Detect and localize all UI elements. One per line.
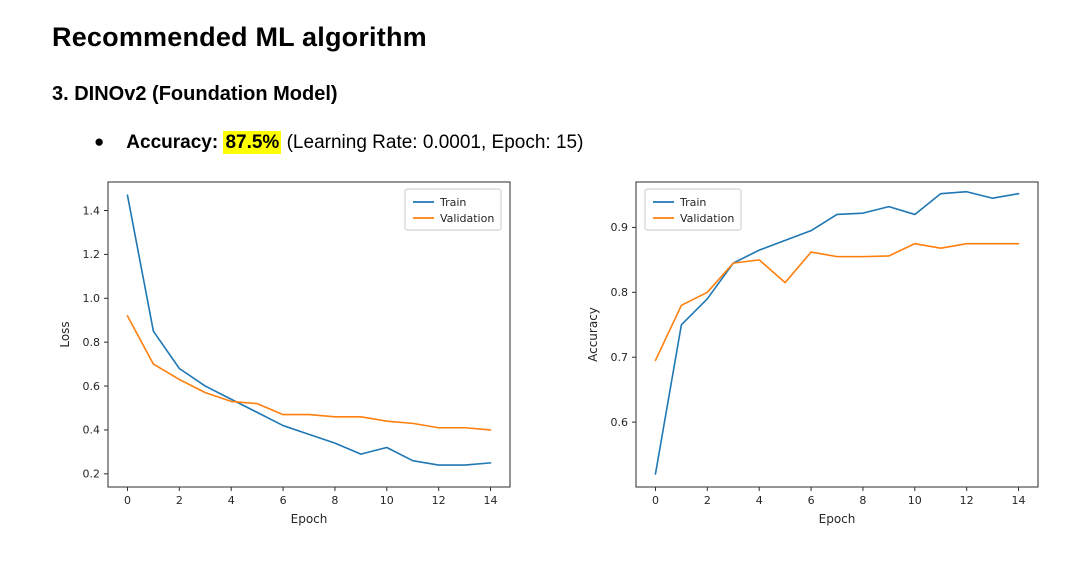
y-tick-label: 0.6 — [83, 380, 101, 393]
x-tick-label: 14 — [1012, 494, 1026, 507]
page-title: Recommended ML algorithm — [52, 22, 427, 52]
accuracy-detail: (Learning Rate: 0.0001, Epoch: 15) — [286, 132, 584, 153]
legend: Train Validation — [644, 188, 742, 231]
x-tick-label: 10 — [908, 494, 922, 507]
accuracy-value-highlight: 87.5% — [223, 131, 282, 154]
legend-label: Validation — [440, 212, 494, 225]
series-line-train — [126, 194, 492, 466]
charts-container: 0 2 4 6 8 10 12 14 0.2 0.4 0.6 0.8 1.0 1.2 1.4 Epoch Los… — [54, 170, 1080, 535]
accuracy-text: Accuracy: 87.5% (Learning Rate: 0.0001, … — [126, 131, 584, 154]
axes: 0 2 4 6 8 10 12 14 0.2 0.4 0.6 0.8 1.0 1.2 1.4 — [83, 181, 511, 507]
y-axis-label: Loss — [58, 321, 72, 347]
series-line-validation — [654, 242, 1020, 362]
y-tick-label: 0.7 — [611, 351, 629, 364]
y-tick-label: 0.9 — [611, 221, 629, 234]
x-axis-label: Epoch — [819, 512, 856, 526]
legend-label: Train — [679, 196, 706, 209]
x-tick-label: 12 — [960, 494, 974, 507]
y-tick-label: 1.2 — [83, 248, 101, 261]
loss-chart: 0 2 4 6 8 10 12 14 0.2 0.4 0.6 0.8 1.0 1.2 1.4 Epoch Los… — [54, 170, 524, 535]
x-tick-label: 6 — [280, 494, 287, 507]
accuracy-label: Accuracy: — [126, 132, 219, 153]
x-tick-label: 8 — [331, 494, 338, 507]
x-tick-label: 0 — [124, 494, 131, 507]
series-line-train — [654, 190, 1020, 475]
y-tick-label: 1.0 — [83, 292, 101, 305]
slide: Recommended ML algorithm 3. DINOv2 (Foun… — [52, 22, 1080, 535]
section-heading: 3. DINOv2 (Foundation Model) — [52, 83, 338, 105]
legend-label: Train — [439, 196, 466, 209]
accuracy-chart-svg: 0 2 4 6 8 10 12 14 0.6 0.7 0.8 0.9 Epoch Accuracy Trai… — [586, 181, 1039, 526]
accuracy-chart: 0 2 4 6 8 10 12 14 0.6 0.7 0.8 0.9 Epoch Accuracy Trai… — [582, 170, 1052, 535]
x-tick-label: 4 — [228, 494, 235, 507]
x-tick-label: 2 — [176, 494, 183, 507]
x-tick-label: 14 — [484, 494, 498, 507]
legend: Train Validation — [404, 188, 502, 231]
x-tick-label: 4 — [756, 494, 763, 507]
y-tick-label: 0.6 — [611, 416, 629, 429]
x-tick-label: 6 — [808, 494, 815, 507]
y-tick-label: 0.2 — [83, 468, 101, 481]
loss-chart-svg: 0 2 4 6 8 10 12 14 0.2 0.4 0.6 0.8 1.0 1.2 1.4 Epoch Los… — [58, 181, 511, 526]
accuracy-bullet: ● Accuracy: 87.5% (Learning Rate: 0.0001… — [94, 131, 1080, 154]
y-tick-label: 0.4 — [83, 424, 101, 437]
x-axis-label: Epoch — [291, 512, 328, 526]
bullet-marker-icon: ● — [94, 132, 105, 151]
y-tick-label: 1.4 — [83, 204, 101, 217]
x-tick-label: 10 — [380, 494, 394, 507]
y-tick-label: 0.8 — [611, 286, 629, 299]
axes: 0 2 4 6 8 10 12 14 0.6 0.7 0.8 0.9 — [611, 181, 1039, 507]
legend-label: Validation — [680, 212, 734, 225]
x-tick-label: 12 — [432, 494, 446, 507]
x-tick-label: 2 — [704, 494, 711, 507]
y-tick-label: 0.8 — [83, 336, 101, 349]
x-tick-label: 0 — [652, 494, 659, 507]
y-axis-label: Accuracy — [586, 307, 600, 362]
series-line-validation — [126, 315, 492, 431]
x-tick-label: 8 — [859, 494, 866, 507]
